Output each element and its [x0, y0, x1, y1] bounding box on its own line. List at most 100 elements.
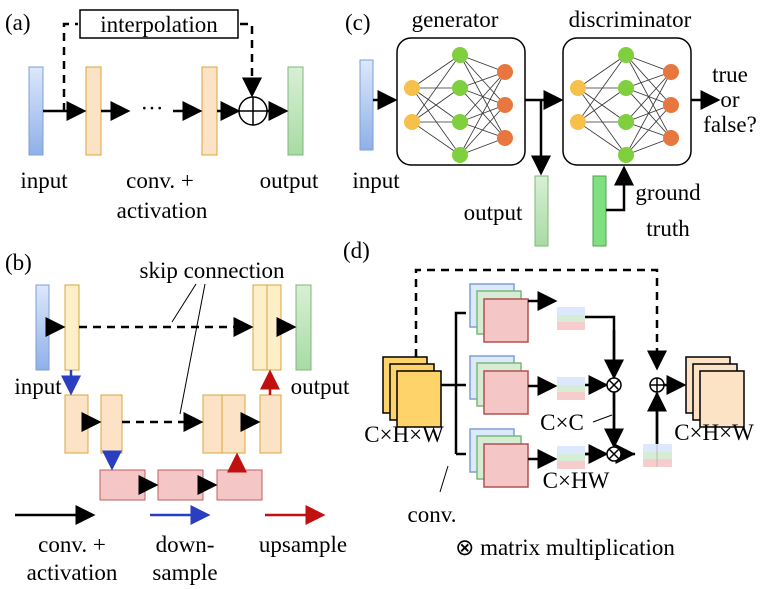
network-node [663, 64, 679, 80]
network-node [663, 97, 679, 113]
output-bar [295, 284, 312, 371]
generator-label: generator [412, 7, 499, 32]
branch-lines [441, 311, 466, 456]
ellipsis: ··· [141, 96, 164, 121]
conv-feature-stack [469, 428, 529, 488]
network-node [452, 114, 468, 130]
conv-feature-stack [469, 355, 529, 415]
activation-label: activation [117, 198, 208, 223]
conv-feature-stack [469, 283, 529, 343]
panel-a: (a) interpolation ··· input conv. + acti… [5, 9, 319, 223]
pointer-line [171, 283, 206, 415]
pointer-line [439, 465, 449, 493]
interpolation-label: interpolation [100, 12, 218, 37]
feature-bar [64, 284, 80, 371]
input-bar [359, 59, 374, 151]
input-feature-stack [382, 356, 442, 428]
network-node [497, 64, 513, 80]
feature-bar [266, 284, 282, 371]
add-icon [238, 96, 268, 126]
output-dims-label: C×H×W [674, 420, 754, 445]
network-node [618, 147, 634, 163]
neural-network-icons [404, 47, 679, 163]
skip-connection-label: skip connection [140, 258, 285, 283]
truth-label: truth [646, 216, 690, 241]
feature-bar [202, 394, 223, 454]
conv-label: conv. [408, 502, 457, 527]
attention-map [643, 444, 672, 467]
feature-bar [221, 394, 246, 454]
residual-dashed-arrow [414, 268, 667, 371]
false-label: false? [703, 112, 757, 137]
conv-bar [85, 66, 102, 156]
feature-bar [64, 394, 89, 454]
input-label: input [20, 168, 68, 193]
discriminator-label: discriminator [569, 7, 692, 32]
network-node [663, 130, 679, 146]
output-label: output [260, 168, 319, 193]
output-label: output [464, 200, 523, 225]
ground-truth-bar [592, 175, 607, 247]
legend-conv-label: conv. + [38, 532, 106, 557]
bottleneck-block [157, 469, 204, 501]
neural-network-icon [404, 47, 513, 163]
chw-label: C×HW [543, 468, 610, 493]
output-feature-stack [685, 356, 745, 428]
network-node [618, 47, 634, 63]
bottleneck-block [99, 469, 146, 501]
legend-activation-label: activation [27, 560, 118, 585]
panel-label: (b) [5, 250, 32, 275]
reshaped-feature [557, 307, 585, 330]
network-node [404, 114, 420, 130]
input-label: input [352, 168, 400, 193]
conv-label: conv. + [126, 168, 194, 193]
reshaped-feature [557, 377, 585, 400]
panel-label: (d) [343, 238, 370, 263]
add-icon [649, 377, 665, 393]
bottleneck-block [216, 469, 263, 501]
network-node [404, 80, 420, 96]
input-label: input [14, 374, 62, 399]
network-node [452, 47, 468, 63]
network-node [618, 114, 634, 130]
network-node [497, 97, 513, 113]
feature-bar [100, 394, 123, 454]
input-bar [35, 284, 50, 371]
multiply-icon [606, 446, 622, 462]
legend-down-label: down- [156, 532, 215, 557]
network-node [452, 80, 468, 96]
input-dims-label: C×H×W [364, 422, 444, 447]
legend-sample-label: sample [152, 560, 217, 585]
panel-label: (c) [345, 10, 371, 35]
network-node [618, 80, 634, 96]
feature-bar [252, 284, 268, 371]
skip-dashed-arrow [240, 22, 262, 98]
network-node [570, 80, 586, 96]
neural-network-icon [570, 47, 679, 163]
panel-d: (d) C×H×W C×C C×HW C×H×W conv. ⊗ matrix … [343, 238, 754, 560]
true-label: true [712, 62, 748, 87]
network-node [497, 130, 513, 146]
panel-c: (c) generator discriminator input output… [345, 7, 757, 247]
multiply-icon [606, 377, 622, 393]
conv-bar [201, 66, 218, 156]
skip-dashed-line [62, 22, 78, 111]
legend-upsample-label: upsample [259, 532, 347, 557]
output-bar [534, 175, 549, 247]
panel-b: (b) skip connection input output conv. +… [5, 250, 350, 585]
input-bar [28, 66, 44, 156]
feature-bar [259, 394, 282, 454]
matrix-multiplication-legend: ⊗ matrix multiplication [455, 535, 675, 560]
interpolation-box [79, 9, 239, 39]
output-bar [287, 66, 304, 156]
panel-label: (a) [5, 10, 31, 35]
output-label: output [291, 374, 350, 399]
arrow [606, 165, 634, 212]
network-node [452, 147, 468, 163]
network-node [570, 114, 586, 130]
reshaped-feature [557, 446, 585, 469]
cc-label: C×C [540, 410, 584, 435]
or-label: or [720, 87, 740, 112]
ground-label: ground [635, 180, 701, 205]
